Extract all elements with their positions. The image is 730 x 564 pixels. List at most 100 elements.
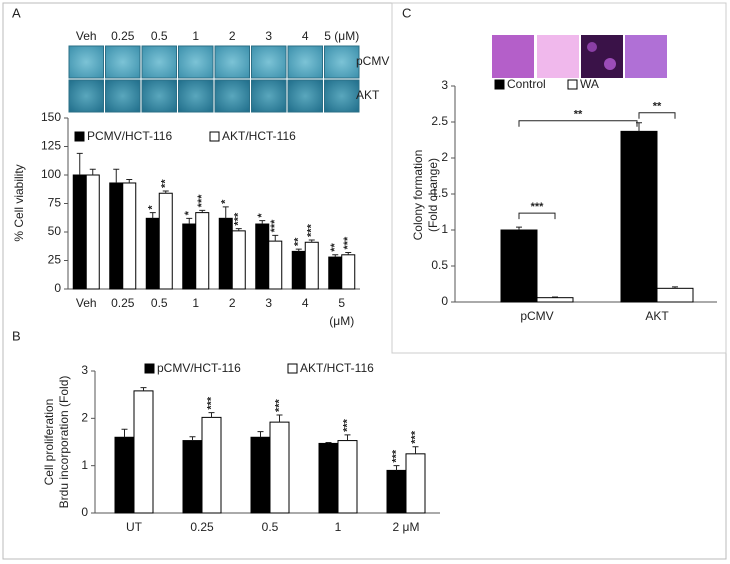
y-tick-label: 0 [81, 505, 88, 519]
error-bar [672, 286, 678, 289]
error-bar [208, 412, 215, 418]
legend-label: PCMV/HCT-116 [87, 129, 172, 143]
error-bar [222, 206, 229, 219]
bar [195, 212, 210, 290]
y-tick-label: 0.5 [431, 258, 448, 272]
panel-label: C [402, 5, 411, 20]
well-image [68, 45, 104, 79]
legend-label: pCMV/HCT-116 [157, 361, 241, 375]
significance-label: * [220, 199, 232, 204]
significance-label: ** [653, 101, 662, 113]
y-tick-label: 1 [441, 222, 448, 236]
error-bar [308, 239, 315, 243]
bar [72, 174, 87, 290]
significance-label: ** [574, 109, 583, 121]
bar [122, 182, 137, 290]
error-bar [257, 431, 264, 438]
bar [318, 442, 339, 514]
well-image [105, 79, 141, 113]
x-tick-label: 0.25 [190, 520, 214, 534]
error-bar [325, 441, 332, 444]
y-tick-label: 1.5 [431, 186, 448, 200]
bar [218, 217, 233, 290]
error-bar [276, 414, 283, 423]
significance-label: *** [205, 396, 217, 410]
image-column-label: 0.5 [151, 29, 168, 43]
x-tick-label: AKT [645, 309, 669, 323]
error-bar [121, 428, 128, 438]
error-bar [186, 217, 193, 225]
y-tick-label: 0 [54, 281, 61, 295]
x-unit-label: (μM) [329, 314, 354, 328]
legend-swatch [144, 363, 155, 374]
error-bar [162, 190, 169, 194]
bar [201, 416, 222, 514]
well-image [178, 45, 214, 79]
significance-label: * [147, 205, 159, 210]
panel-c-border [391, 2, 727, 354]
bar [656, 287, 694, 303]
image-column-label: 2 [229, 29, 236, 43]
bar [341, 254, 356, 290]
y-axis-label: Brdu incorporation (Fold) [57, 376, 71, 509]
legend-label: AKT/HCT-116 [300, 361, 374, 375]
bar [291, 250, 306, 290]
error-bar [412, 446, 419, 454]
significance-label: ** [329, 243, 341, 252]
x-tick-label: UT [126, 520, 143, 534]
error-bar [516, 226, 522, 230]
y-axis-label: Cell proliferation [42, 399, 56, 486]
y-tick-label: 3 [441, 78, 448, 92]
image-column-label: 0.25 [111, 29, 135, 43]
error-bar [76, 152, 83, 175]
y-axis-label: % Cell viability [12, 164, 26, 241]
legend-label: WA [580, 77, 599, 91]
well-image [581, 35, 623, 78]
image-column-label: 1 [192, 29, 199, 43]
bar [620, 130, 658, 303]
panel-label: A [12, 5, 21, 20]
x-tick-label: 1 [192, 296, 199, 310]
y-tick-label: 2 [441, 150, 448, 164]
y-tick-label: 2.5 [431, 114, 448, 128]
bar [231, 230, 246, 290]
error-bar [344, 434, 351, 441]
significance-label: *** [531, 201, 545, 213]
well-image [141, 79, 177, 113]
bar [133, 390, 154, 514]
significance-label: ** [293, 237, 305, 246]
image-column-label: Veh [76, 29, 97, 43]
x-tick-label: Veh [76, 296, 97, 310]
significance-label: *** [306, 223, 318, 237]
error-bar [393, 465, 400, 471]
y-tick-label: 100 [41, 167, 61, 181]
significance-label: *** [269, 219, 281, 233]
x-tick-label: 1 [335, 520, 342, 534]
error-bar [332, 254, 339, 258]
bar [536, 297, 574, 303]
bar [337, 440, 358, 514]
well-image [537, 35, 579, 78]
error-bar [149, 212, 156, 219]
legend-swatch [567, 79, 578, 90]
x-tick-label: 5 [338, 296, 345, 310]
well-image [214, 45, 250, 79]
significance-bracket [638, 112, 676, 119]
image-column-label: 3 [265, 29, 272, 43]
significance-label: *** [341, 418, 353, 432]
error-bar [272, 234, 279, 242]
image-row-label: pCMV [356, 54, 389, 68]
image-column-label: 4 [302, 29, 309, 43]
bar [269, 421, 290, 514]
well-image [178, 79, 214, 113]
bar [158, 192, 173, 290]
y-tick-label: 125 [41, 139, 61, 153]
significance-label: * [183, 210, 195, 215]
legend-label: Control [507, 77, 546, 91]
well-image [287, 45, 323, 79]
y-axis-label: (Fold change) [426, 158, 440, 232]
error-bar [189, 436, 196, 441]
error-bar [345, 252, 352, 255]
error-bar [259, 220, 266, 225]
significance-label: ** [160, 179, 172, 188]
